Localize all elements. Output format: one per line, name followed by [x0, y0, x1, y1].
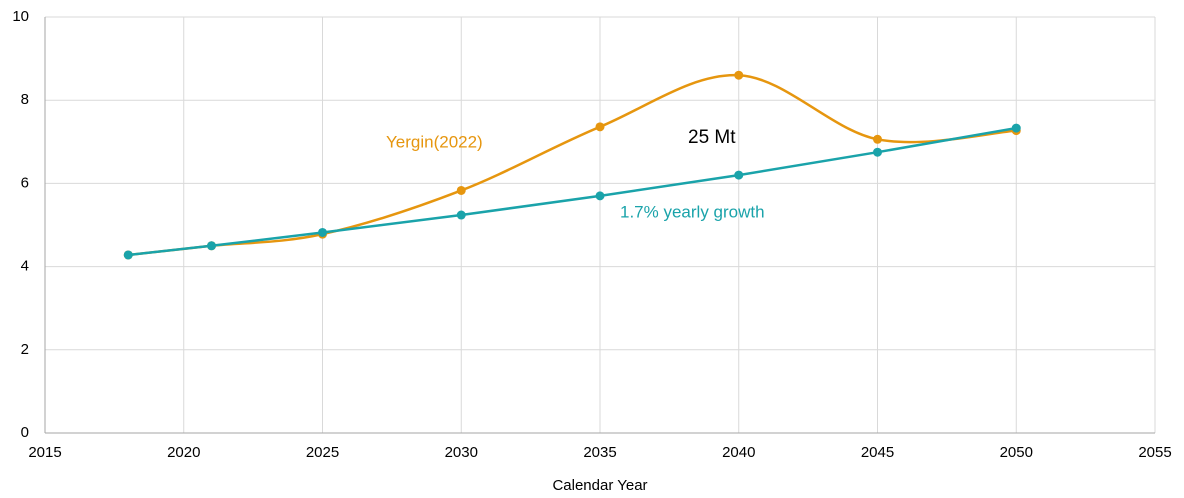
- x-tick-label: 2020: [167, 444, 200, 461]
- y-tick-label: 6: [21, 174, 29, 191]
- y-tick-label: 8: [21, 91, 29, 108]
- series-label: Yergin(2022): [386, 132, 483, 151]
- x-tick-label: 2035: [583, 444, 616, 461]
- x-tick-label: 2030: [445, 444, 478, 461]
- y-tick-label: 2: [21, 341, 29, 358]
- point: [873, 134, 882, 144]
- point: [456, 210, 466, 220]
- point: [873, 147, 882, 157]
- annotation: 25 Mt: [688, 127, 736, 148]
- y-tick-label: 0: [21, 424, 29, 441]
- point: [734, 70, 744, 80]
- point: [734, 170, 744, 180]
- x-tick-label: 2015: [28, 444, 61, 461]
- point: [207, 241, 216, 251]
- y-tick-label: 4: [21, 258, 29, 275]
- x-tick-label: 2025: [306, 444, 339, 461]
- series-line: [128, 126, 1017, 257]
- point: [1011, 123, 1021, 133]
- point: [318, 227, 327, 237]
- x-tick-label: 2055: [1138, 444, 1171, 461]
- y-tick-label: 10: [12, 8, 29, 25]
- point: [456, 185, 466, 195]
- x-tick-label: 2050: [1000, 444, 1033, 461]
- point: [123, 250, 133, 260]
- point: [595, 191, 605, 201]
- series-line: [128, 73, 1017, 257]
- x-axis-label: Calendar Year: [552, 477, 647, 494]
- point: [595, 122, 605, 132]
- series-label: 1.7% yearly growth: [620, 202, 765, 221]
- x-tick-label: 2040: [722, 444, 755, 461]
- x-tick-label: 2045: [861, 444, 894, 461]
